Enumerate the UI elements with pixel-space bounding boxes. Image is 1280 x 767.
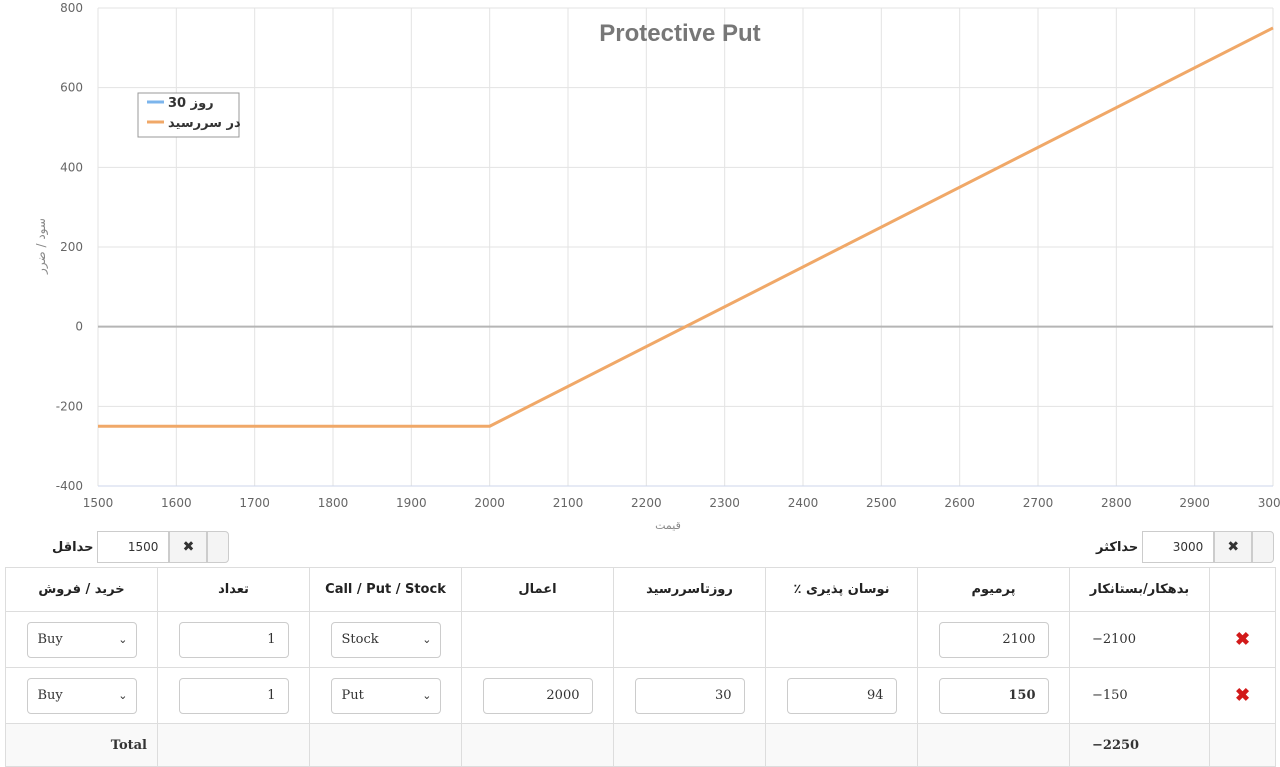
legend-label-30-days[interactable]: روز 30: [168, 96, 214, 111]
x-axis-label: قیمت: [655, 519, 681, 532]
y-tick-label: 200: [60, 240, 83, 254]
chart-legend[interactable]: روز 30 در سررسید: [137, 92, 241, 138]
y-tick-label: 0: [75, 320, 83, 334]
x-tick-label: 2300: [709, 496, 740, 510]
delete-row-icon[interactable]: ✖: [1234, 685, 1251, 706]
premium-input[interactable]: [938, 621, 1049, 658]
strike-cell: [461, 611, 614, 668]
delete-row-icon[interactable]: ✖: [1234, 629, 1251, 650]
chevron-down-icon: ⌄: [118, 689, 128, 702]
x-tick-label: 1600: [161, 496, 192, 510]
payoff-chart: 1500 1600 1700 1800 1900 2000 2100 2200 2300 2400…: [34, 1, 1280, 532]
x-tick-label: 1800: [318, 496, 349, 510]
header-type: Call / Put / Stock: [309, 567, 462, 612]
volatility-cell: [765, 611, 918, 668]
total-label: Total: [110, 737, 147, 753]
x-tick-label: 2200: [631, 496, 662, 510]
total-value: −2250: [1092, 737, 1140, 753]
min-extra-button[interactable]: [207, 531, 230, 563]
side-value: Buy: [37, 688, 63, 703]
x-tick-label: 2600: [944, 496, 975, 510]
header-side: خرید / فروش: [5, 567, 158, 612]
chevron-down-icon: ⌄: [118, 633, 128, 646]
table-header-row: خرید / فروش تعداد Call / Put / Stock اعم…: [5, 567, 1276, 612]
max-clear-button[interactable]: ✖: [1214, 531, 1253, 563]
legend-label-expiration[interactable]: در سررسید: [168, 116, 241, 131]
options-table: خرید / فروش تعداد Call / Put / Stock اعم…: [5, 567, 1276, 767]
chart-title: Protective Put: [599, 20, 760, 47]
x-tick-label: 2800: [1101, 496, 1132, 510]
chevron-down-icon: ⌄: [422, 633, 432, 646]
y-axis-label: سود / ضرر: [34, 218, 49, 275]
chart-grid: [97, 7, 1274, 487]
x-tick-label: 1900: [396, 496, 427, 510]
type-value: Stock: [341, 632, 379, 647]
min-clear-button[interactable]: ✖: [169, 531, 208, 563]
header-quantity: تعداد: [157, 567, 310, 612]
x-tick-label: 2700: [1023, 496, 1054, 510]
header-days: روزتاسررسید: [613, 567, 766, 612]
header-actions: [1209, 567, 1276, 612]
strike-input[interactable]: [482, 677, 593, 714]
type-value: Put: [341, 688, 364, 703]
x-tick-label: 1500: [83, 496, 114, 510]
premium-input[interactable]: [938, 677, 1049, 714]
table-row: Buy ⌄ Stock ⌄ −2100 ✖: [5, 611, 1276, 668]
y-tick-label: 400: [60, 160, 83, 174]
chart-series: [98, 26, 1274, 428]
y-tick-label: -400: [56, 479, 83, 493]
y-tick-label: 600: [60, 81, 83, 95]
total-row: Total −2250: [5, 723, 1276, 767]
x-tick-label: 1700: [239, 496, 270, 510]
min-input[interactable]: [97, 531, 170, 563]
side-value: Buy: [37, 632, 63, 647]
close-icon: ✖: [182, 539, 195, 555]
y-tick-label: -200: [56, 399, 83, 413]
x-tick-label: 2000: [474, 496, 505, 510]
series-line-1: [98, 26, 1274, 428]
max-input[interactable]: [1142, 531, 1215, 563]
close-icon: ✖: [1227, 539, 1240, 555]
x-tick-label: 2100: [553, 496, 584, 510]
header-volatility: ٪ نوسان پذیری: [765, 567, 918, 612]
debit-credit-value: −2100: [1092, 632, 1136, 647]
chart-axes: 1500 1600 1700 1800 1900 2000 2100 2200 2300 2400…: [56, 1, 1280, 510]
x-tick-label: 2500: [866, 496, 897, 510]
type-select[interactable]: Stock ⌄: [330, 621, 441, 658]
x-tick-label: 2900: [1179, 496, 1210, 510]
debit-credit-value: −150: [1092, 688, 1128, 703]
max-label: حداکثر: [1096, 539, 1139, 555]
min-control: حداقل ✖: [52, 530, 230, 564]
max-control: حداکثر ✖: [1096, 530, 1275, 564]
side-select[interactable]: Buy ⌄: [26, 621, 137, 658]
header-strike: اعمال: [461, 567, 614, 612]
quantity-input[interactable]: [178, 621, 289, 658]
quantity-input[interactable]: [178, 677, 289, 714]
side-select[interactable]: Buy ⌄: [26, 677, 137, 714]
x-tick-label: 3000: [1258, 496, 1280, 510]
min-label: حداقل: [52, 539, 94, 555]
table-row: Buy ⌄ Put ⌄ −150 ✖: [5, 667, 1276, 724]
x-tick-label: 2400: [788, 496, 819, 510]
days-cell: [613, 611, 766, 668]
days-input[interactable]: [634, 677, 745, 714]
header-premium: پرمیوم: [917, 567, 1070, 612]
y-tick-label: 800: [60, 1, 83, 15]
header-debit-credit: بدهکار/بستانکار: [1069, 567, 1210, 612]
type-select[interactable]: Put ⌄: [330, 677, 441, 714]
chevron-down-icon: ⌄: [422, 689, 432, 702]
volatility-input[interactable]: [786, 677, 897, 714]
max-extra-button[interactable]: [1252, 531, 1275, 563]
